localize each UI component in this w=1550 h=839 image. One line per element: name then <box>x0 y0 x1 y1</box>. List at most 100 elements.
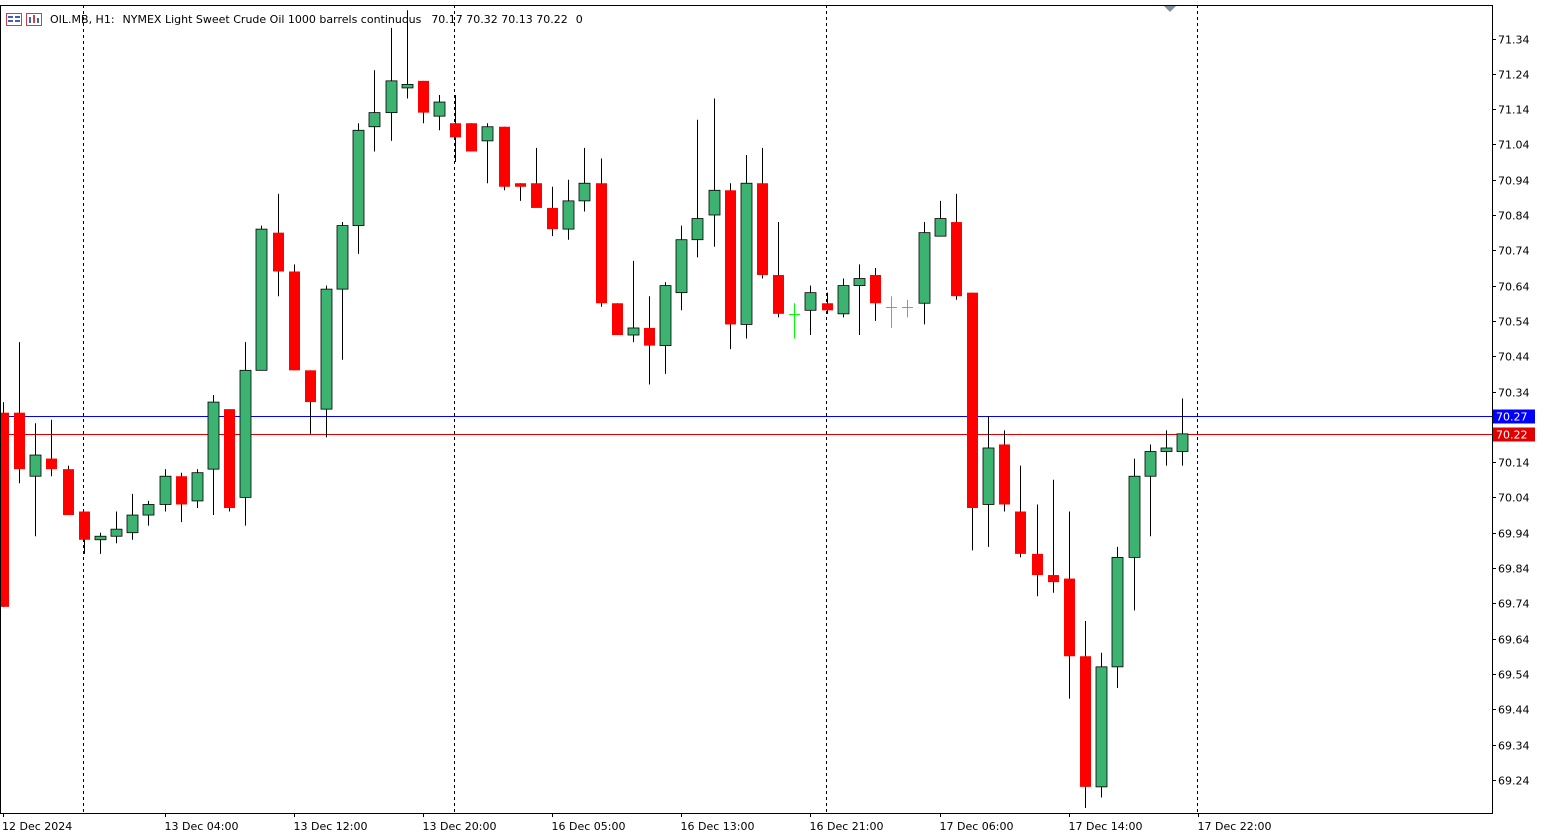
candle <box>336 222 349 360</box>
x-tick-label: 16 Dec 13:00 <box>681 820 755 833</box>
svg-text:70.22: 70.22 <box>1496 429 1528 442</box>
list-icon[interactable] <box>6 12 22 26</box>
candle <box>627 260 640 343</box>
candle-body <box>336 225 349 290</box>
candle-body <box>29 454 42 477</box>
candle <box>273 193 284 297</box>
chart-header: OIL.MB, H1: NYMEX Light Sweet Crude Oil … <box>6 11 583 27</box>
candle <box>159 469 172 512</box>
candle-body <box>1080 656 1091 787</box>
candle <box>982 416 995 547</box>
candle <box>1032 504 1043 597</box>
x-tick-label: 13 Dec 04:00 <box>165 820 239 833</box>
candle <box>63 465 74 516</box>
candle-body <box>79 511 90 540</box>
candle <box>902 299 913 318</box>
candle <box>368 70 381 152</box>
candle <box>773 222 784 318</box>
candle-body <box>418 80 429 113</box>
candle <box>918 222 931 325</box>
candle <box>659 282 672 374</box>
candle-body <box>578 182 591 202</box>
candle-body <box>110 528 123 537</box>
candle-body <box>1128 475 1141 558</box>
candle <box>1080 620 1091 809</box>
y-tick-label: 70.64 <box>1498 281 1530 294</box>
candle-body <box>531 183 542 208</box>
candle-body <box>305 370 316 403</box>
candle-body <box>804 292 817 311</box>
candle <box>385 27 398 141</box>
candle-body <box>853 278 866 287</box>
candle <box>450 94 461 163</box>
candle-body <box>596 183 607 304</box>
candle-body <box>14 412 25 470</box>
candle-body <box>967 292 978 508</box>
candle-body <box>691 218 704 241</box>
candle-body <box>46 458 57 470</box>
candle <box>466 123 477 152</box>
candle-body <box>466 123 477 152</box>
candles <box>0 10 1189 809</box>
y-tick-label: 70.14 <box>1498 457 1530 470</box>
candle <box>110 511 123 544</box>
candle-body <box>481 126 494 142</box>
candle-body <box>126 514 139 534</box>
candle <box>578 147 591 212</box>
candle-body <box>191 472 204 502</box>
chart-shift-marker[interactable] <box>1164 6 1176 12</box>
y-tick-label: 69.74 <box>1498 598 1530 611</box>
candle-body <box>207 401 220 470</box>
candle <box>79 511 90 554</box>
candle-body <box>951 222 962 297</box>
candle <box>967 292 978 551</box>
x-tick-label: 17 Dec 06:00 <box>940 820 1014 833</box>
candle <box>837 278 850 318</box>
candle <box>207 395 220 516</box>
x-tick-label: 16 Dec 05:00 <box>552 820 626 833</box>
candle <box>352 123 365 254</box>
y-tick-label: 71.14 <box>1498 104 1530 117</box>
candle-body <box>837 285 850 315</box>
candle <box>239 342 252 526</box>
x-tick-label: 12 Dec 2024 <box>2 820 72 833</box>
candle-body <box>644 327 655 346</box>
candle <box>142 500 155 526</box>
candle <box>305 370 316 434</box>
candle-body <box>1095 666 1108 788</box>
y-tick-label: 69.54 <box>1498 669 1530 682</box>
time-axis[interactable]: 12 Dec 2024 13 Dec 04:00 13 Dec 12:00 13 De… <box>2 813 1271 833</box>
candle <box>433 94 446 131</box>
price-axis[interactable]: 71.34 71.24 71.14 71.04 70.94 70.84 70.74 70.64… <box>1492 34 1535 788</box>
chart-window-icon[interactable] <box>26 12 42 26</box>
candle-body <box>94 535 107 541</box>
candle-body <box>0 412 9 607</box>
candle-body <box>1048 575 1059 583</box>
candle <box>562 179 575 240</box>
candle-body <box>708 189 721 216</box>
x-tick-label: 13 Dec 20:00 <box>423 820 497 833</box>
candle <box>0 402 9 607</box>
candle-body <box>999 444 1010 505</box>
ohlc-values: 70.17 70.32 70.13 70.22 <box>431 12 568 26</box>
price-lines <box>0 416 1492 435</box>
candle-body <box>142 504 155 516</box>
candle <box>224 409 235 512</box>
candle-body <box>822 303 833 311</box>
candle-body <box>433 101 446 117</box>
candle <box>176 472 187 523</box>
candle-body <box>773 275 784 314</box>
candle-body <box>499 126 510 187</box>
candle-body <box>63 469 74 516</box>
candle <box>644 296 655 385</box>
y-tick-label: 69.34 <box>1498 740 1530 753</box>
candle-body <box>1032 553 1043 576</box>
candle <box>46 419 57 477</box>
y-tick-label: 69.24 <box>1498 775 1530 788</box>
candle <box>515 183 526 201</box>
symbol-label: OIL.MB, H1: <box>50 12 115 26</box>
candle <box>126 493 139 540</box>
y-tick-label: 71.04 <box>1498 139 1530 152</box>
candle <box>1048 479 1059 593</box>
